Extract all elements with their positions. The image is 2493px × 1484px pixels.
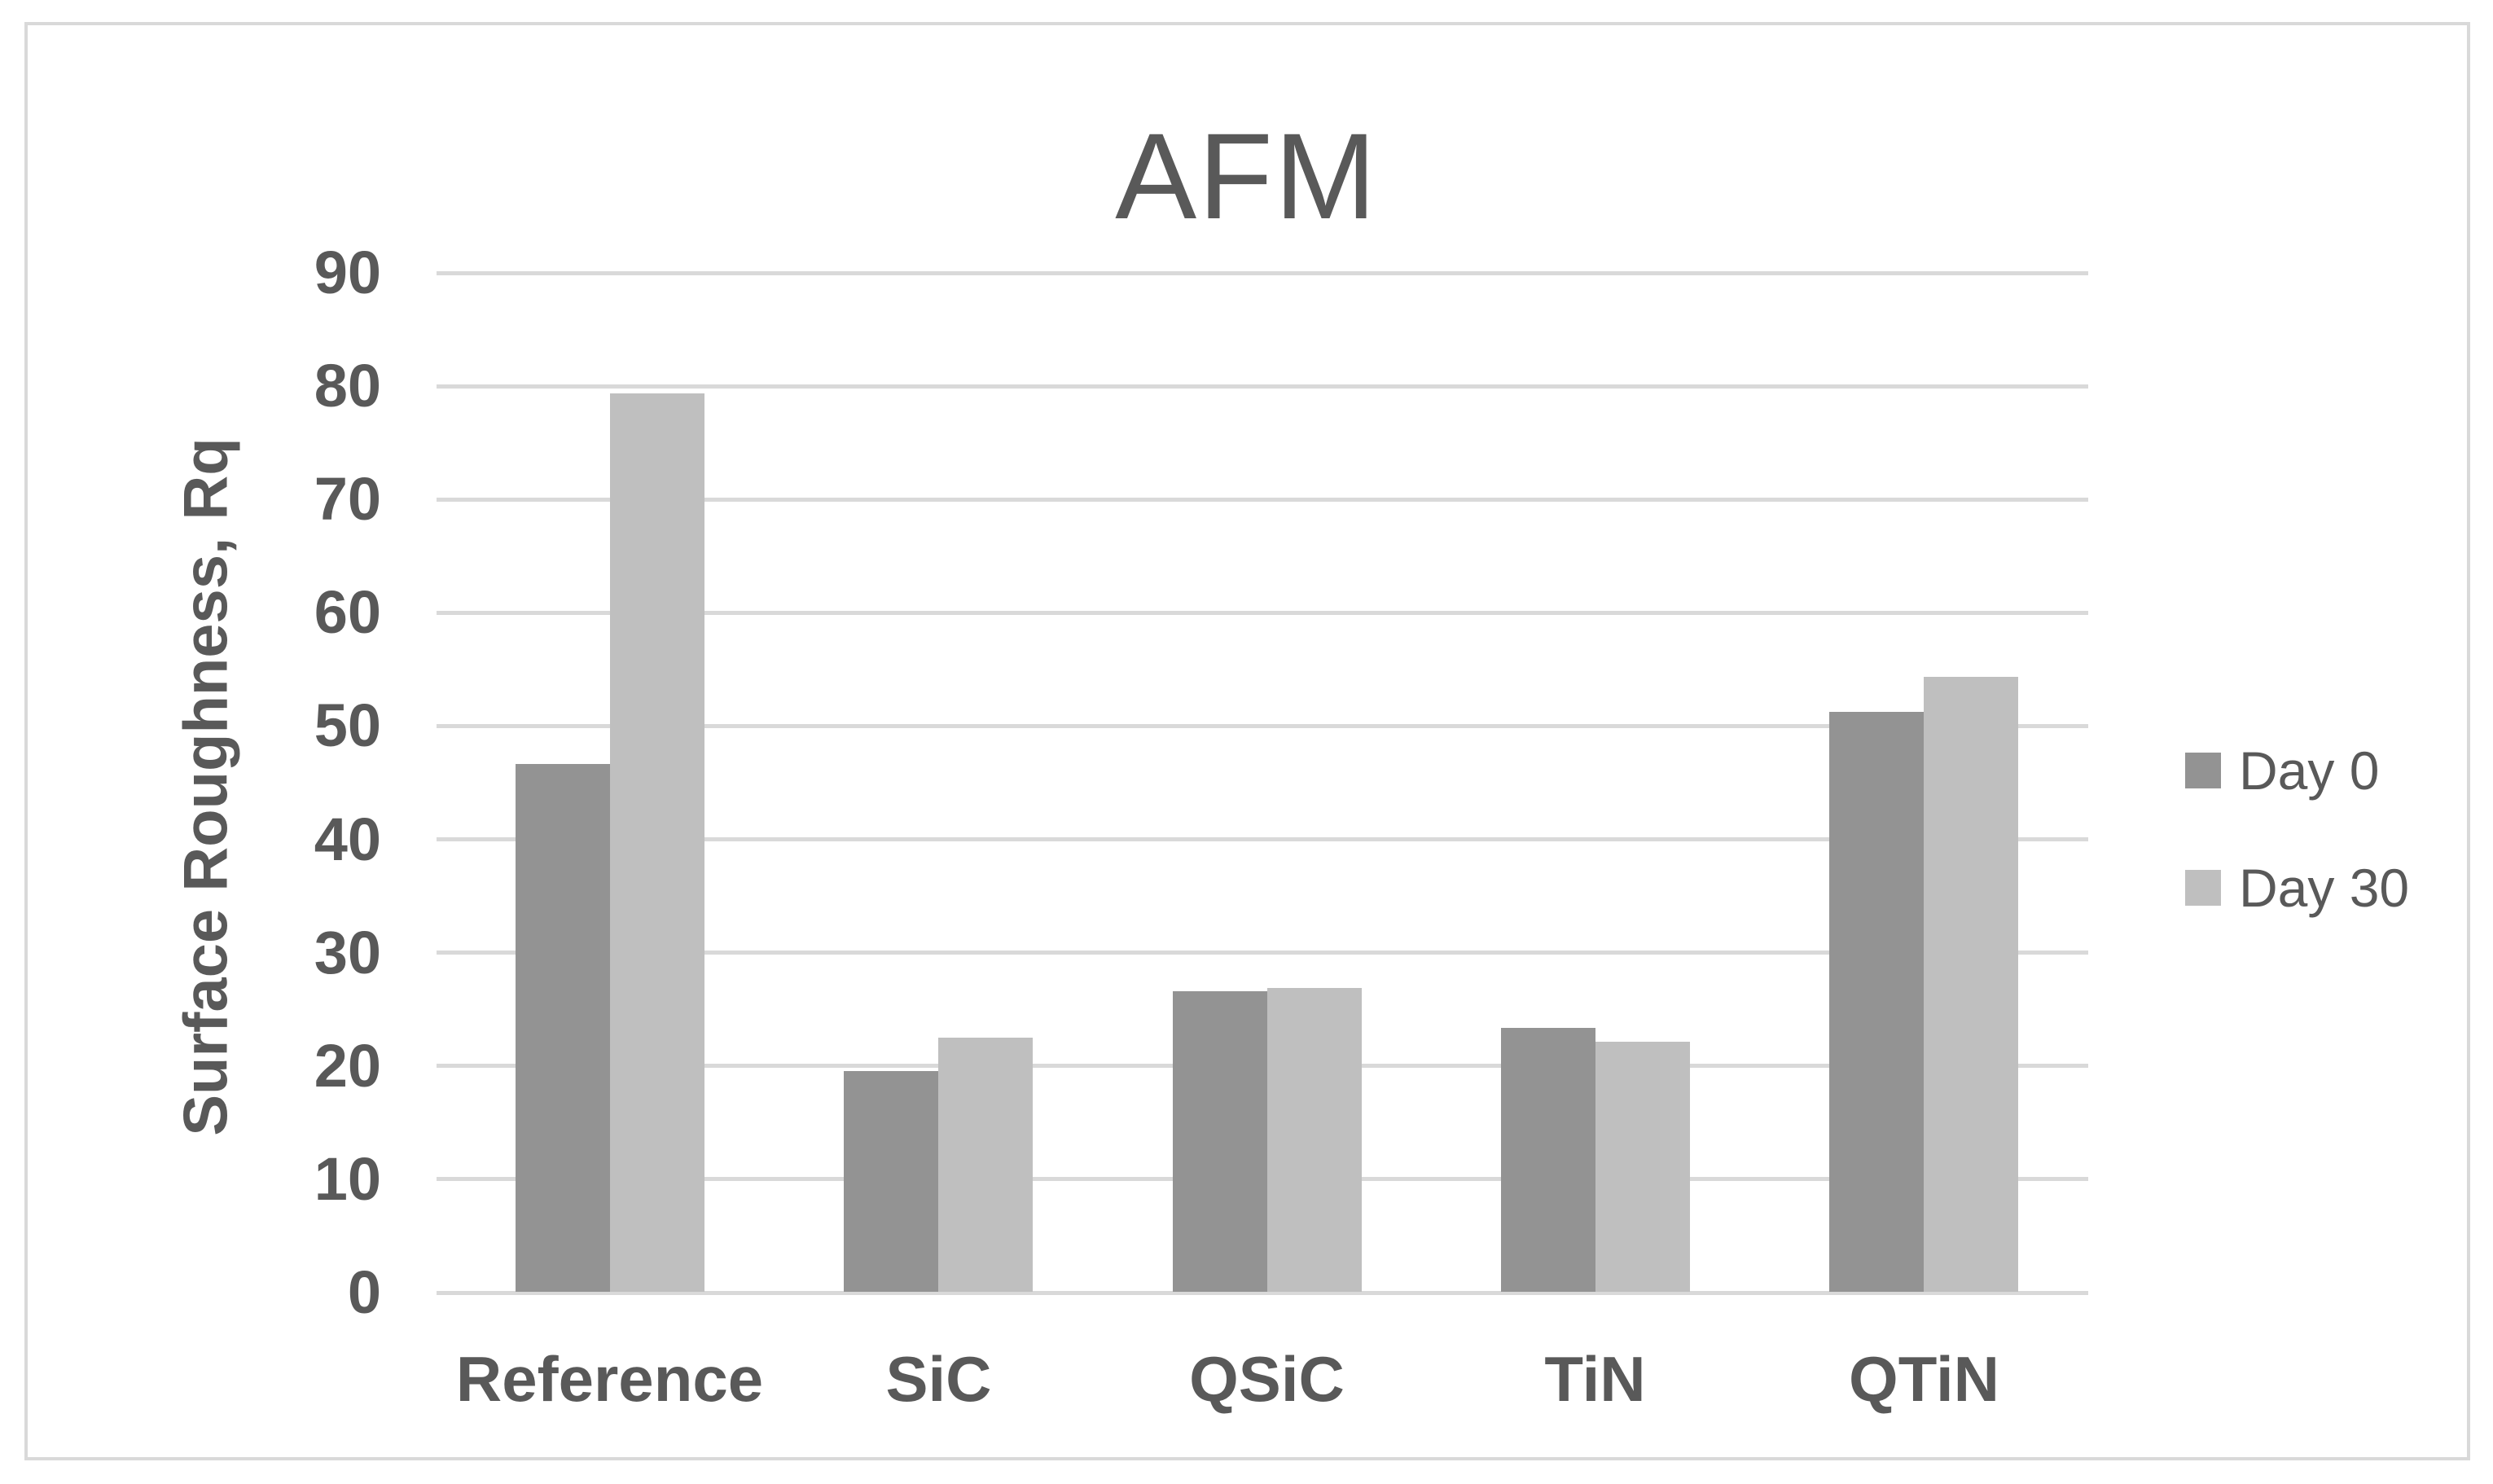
y-tick-label: 80: [314, 352, 381, 420]
bar-day30-sic: [938, 1038, 1033, 1292]
y-tick-label: 50: [314, 692, 381, 760]
bar-day0-tin: [1501, 1028, 1595, 1292]
legend-label: Day 30: [2239, 858, 2410, 918]
gridline-y-60: [437, 610, 2088, 615]
y-tick-label: 40: [314, 805, 381, 873]
legend-item-day30: Day 30: [2185, 858, 2409, 918]
y-tick-label: 30: [314, 918, 381, 986]
x-category-label: TiN: [1544, 1343, 1646, 1415]
legend-swatch-day0: [2185, 753, 2221, 788]
legend-label: Day 0: [2239, 740, 2380, 801]
bar-day0-reference: [516, 764, 610, 1292]
gridline-y-0: [437, 1290, 2088, 1295]
bar-day30-tin: [1595, 1042, 1690, 1292]
x-category-label: QTiN: [1849, 1343, 1999, 1415]
bar-day0-qsic: [1173, 991, 1267, 1292]
y-tick-label: 0: [347, 1258, 381, 1326]
chart-title: AFM: [1115, 108, 1378, 244]
y-tick-label: 60: [314, 578, 381, 647]
gridline-y-50: [437, 723, 2088, 728]
legend-swatch-day30: [2185, 870, 2221, 906]
gridline-y-80: [437, 384, 2088, 389]
y-tick-label: 10: [314, 1144, 381, 1213]
bar-day30-qsic: [1267, 988, 1362, 1292]
gridline-y-40: [437, 837, 2088, 842]
x-category-label: Reference: [455, 1343, 764, 1415]
bar-day30-qtin: [1924, 677, 2018, 1292]
gridline-y-90: [437, 270, 2088, 275]
x-category-label: SiC: [885, 1343, 992, 1415]
gridline-y-70: [437, 497, 2088, 502]
legend-item-day0: Day 0: [2185, 740, 2379, 801]
y-tick-label: 90: [314, 239, 381, 306]
bar-day0-sic: [844, 1071, 938, 1292]
x-category-label: QSiC: [1189, 1343, 1345, 1415]
bar-day30-reference: [610, 393, 704, 1292]
y-tick-label: 70: [314, 465, 381, 533]
bar-day0-qtin: [1829, 712, 1924, 1292]
gridline-y-30: [437, 951, 2088, 955]
y-tick-label: 20: [314, 1031, 381, 1100]
